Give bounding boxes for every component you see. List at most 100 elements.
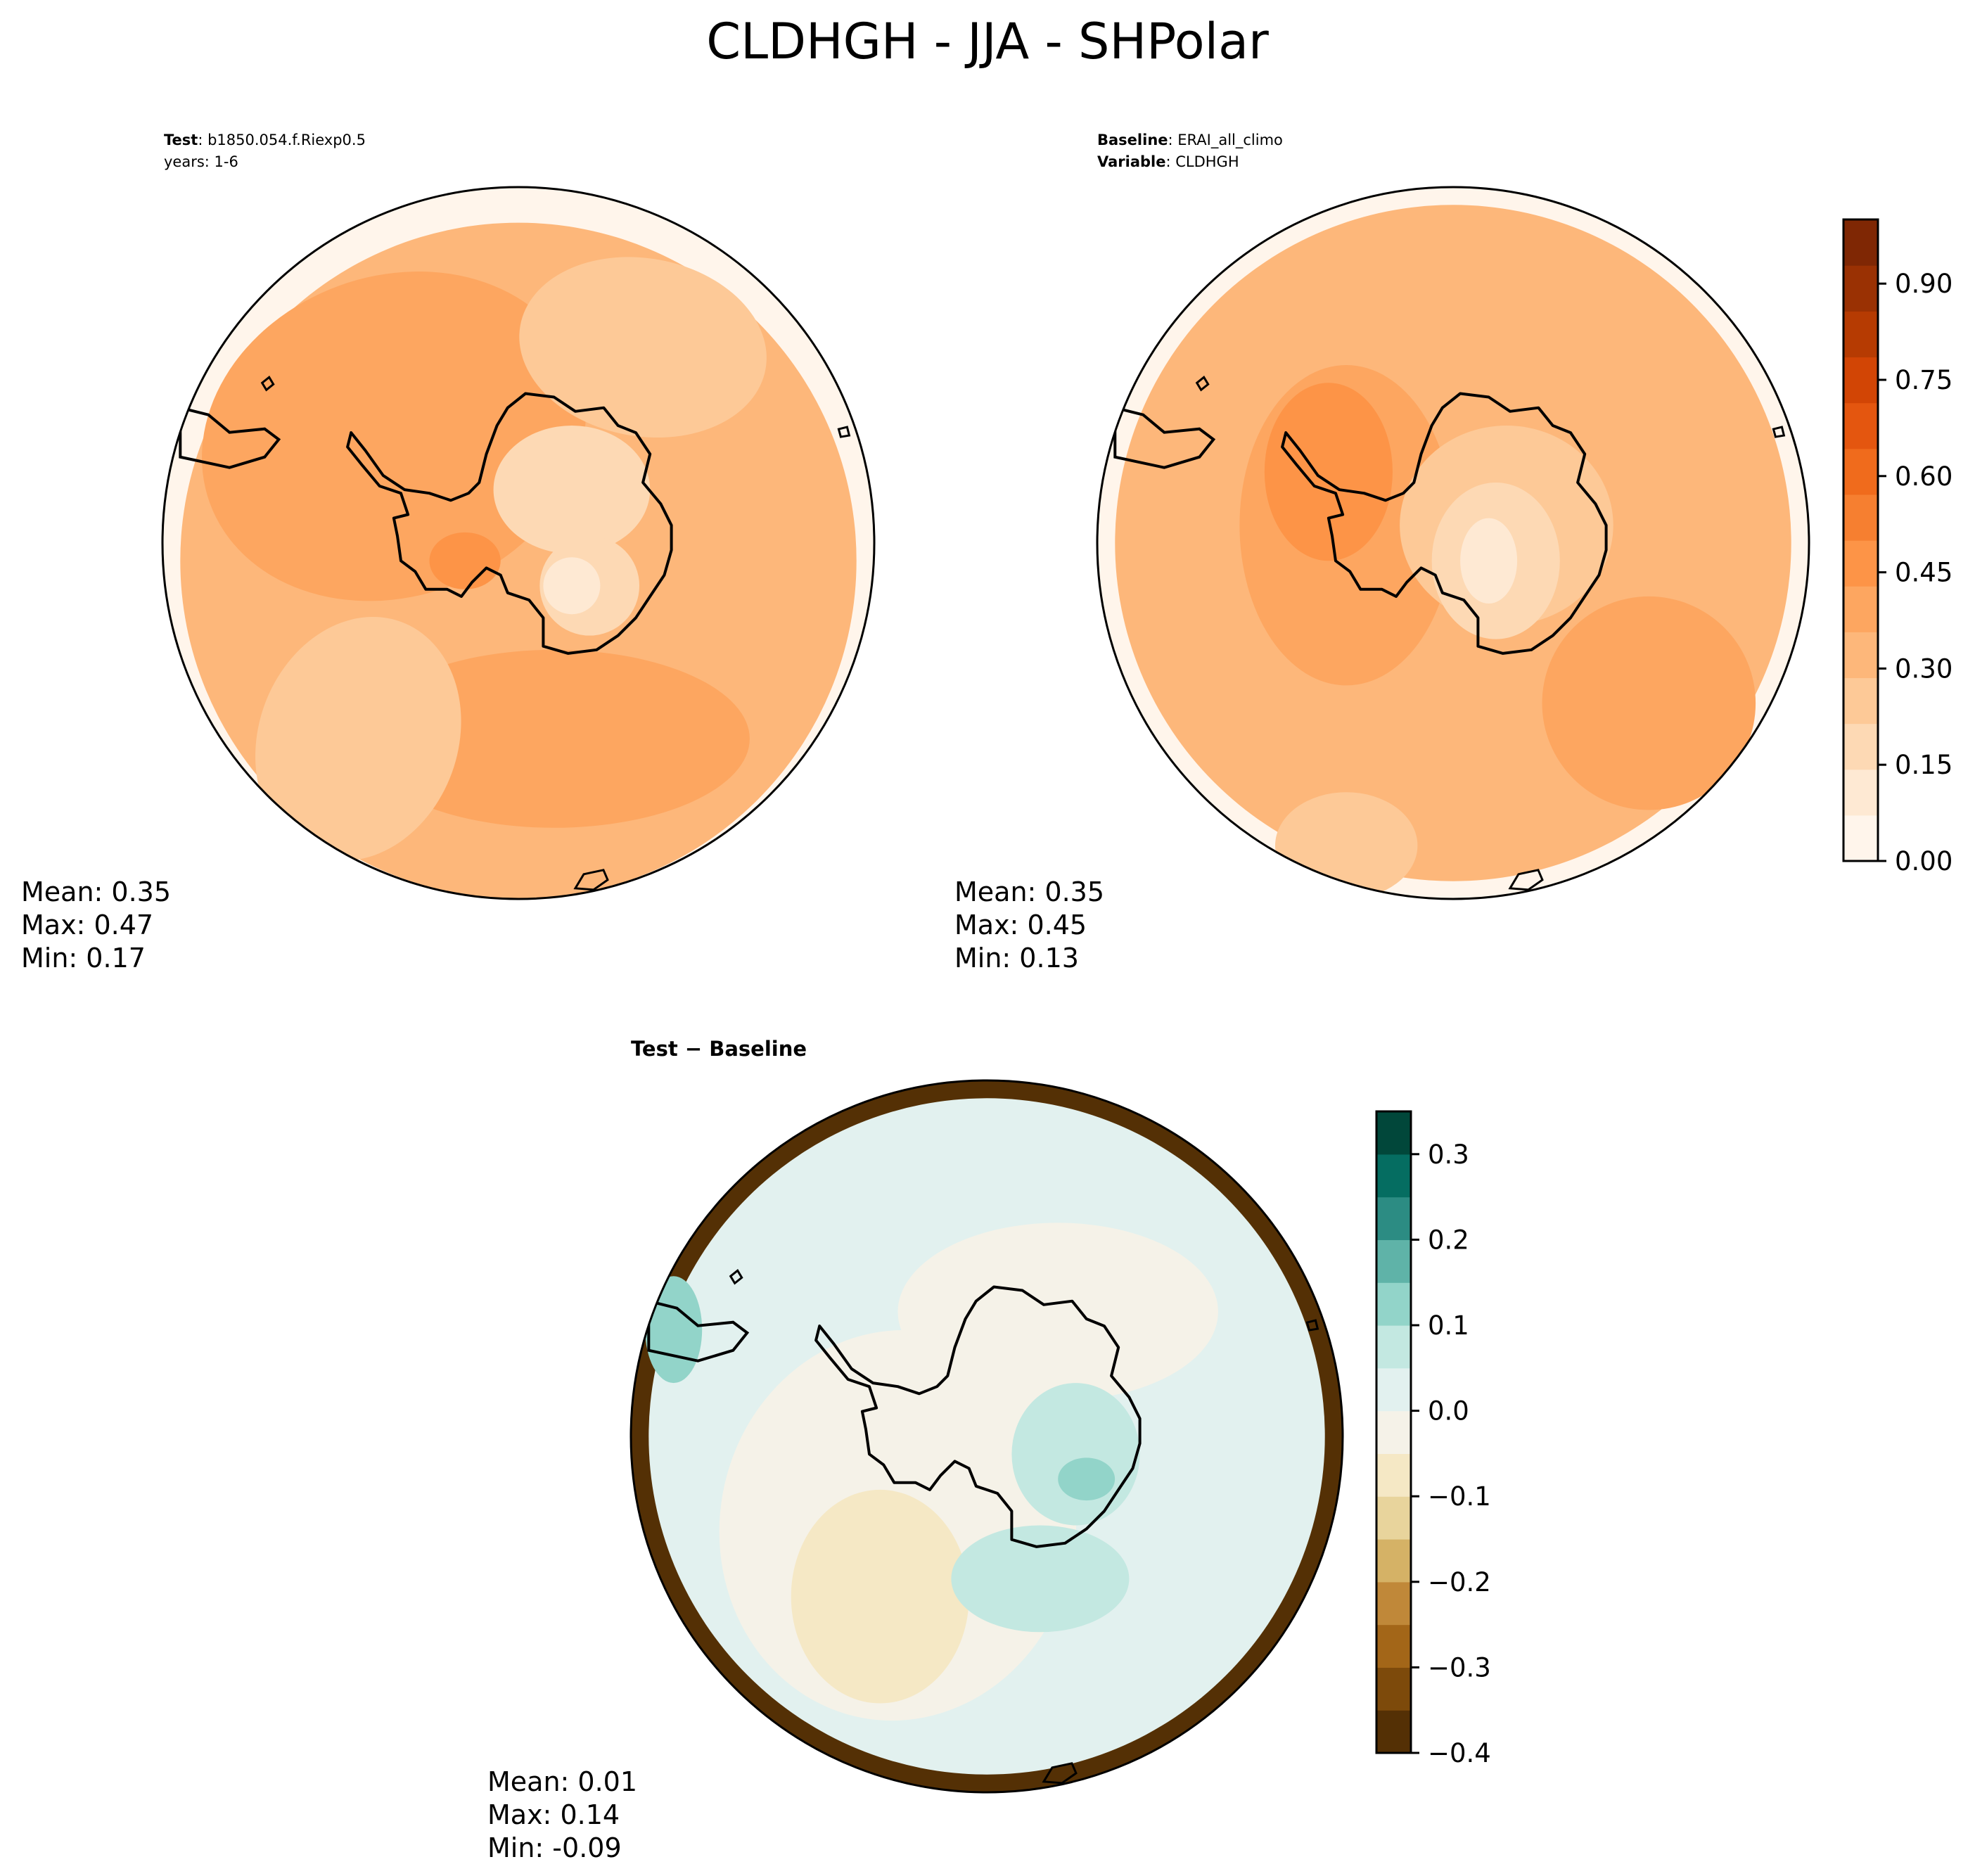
test-stats: Mean: 0.35 Max: 0.47 Min: 0.17 xyxy=(21,876,171,975)
diff-contour-region xyxy=(1058,1457,1116,1501)
test-contour-region xyxy=(519,257,767,438)
colorbar-diff-tick-label: 0.0 xyxy=(1428,1396,1469,1427)
diff-min: Min: -0.09 xyxy=(487,1832,622,1863)
colorbar-main-color-band xyxy=(1843,632,1878,679)
diff-mean: Mean: 0.01 xyxy=(487,1766,638,1797)
test-field xyxy=(162,187,874,899)
baseline-mean: Mean: 0.35 xyxy=(954,876,1105,907)
colorbar-diff-color-band xyxy=(1376,1154,1411,1198)
colorbar-main-frame xyxy=(1842,218,1879,862)
colorbar-diff-color-band xyxy=(1376,1197,1411,1240)
colorbar-diff-tick-label: 0.1 xyxy=(1428,1310,1469,1341)
colorbar-diff-color-band xyxy=(1376,1539,1411,1583)
baseline-contour-region xyxy=(1460,518,1518,604)
diff-coastline-island xyxy=(1042,1762,1078,1785)
colorbar-diff-color-band xyxy=(1376,1111,1411,1155)
test-meta: Test: b1850.054.f.Riexp0.5 years: 1-6 xyxy=(164,129,366,173)
colorbar-main-color-band xyxy=(1843,540,1878,587)
baseline-min: Min: 0.13 xyxy=(954,943,1079,974)
colorbar-diff-color-band xyxy=(1376,1325,1411,1369)
test-coastline-south-america xyxy=(179,406,281,469)
baseline-coastline xyxy=(1281,392,1608,655)
diff-coastline-island xyxy=(1305,1319,1319,1332)
colorbar-main-tick-label: 0.00 xyxy=(1895,846,1952,876)
diff-max: Max: 0.14 xyxy=(487,1799,620,1830)
baseline-boundary xyxy=(1096,186,1810,900)
diff-coastline xyxy=(814,1285,1142,1548)
colorbar-main-color-band xyxy=(1843,402,1878,449)
test-contour-region xyxy=(493,426,651,554)
baseline-label-key: Baseline xyxy=(1097,132,1168,148)
test-max: Max: 0.47 xyxy=(21,910,154,940)
test-years: years: 1-6 xyxy=(164,153,238,170)
colorbar-main-tick-label: 0.75 xyxy=(1895,365,1952,395)
colorbar-main-color-band xyxy=(1843,265,1878,312)
baseline-coastline-island xyxy=(1508,869,1544,891)
colorbar-diff-color-band xyxy=(1376,1410,1411,1454)
baseline-variable-key: Variable xyxy=(1097,153,1166,170)
colorbar-diff-frame xyxy=(1375,1110,1412,1754)
baseline-coastline-south-america xyxy=(1113,406,1216,469)
colorbar-diff-color-band xyxy=(1376,1667,1411,1711)
colorbar-main-color-band xyxy=(1843,723,1878,770)
colorbar-diff-color-band xyxy=(1376,1581,1411,1626)
colorbar-diff-tick-label: −0.2 xyxy=(1428,1567,1491,1597)
baseline-coastline-island xyxy=(1195,376,1210,392)
colorbar-diff-color-band xyxy=(1376,1710,1411,1754)
baseline-max: Max: 0.45 xyxy=(954,910,1087,940)
colorbar-main-color-band xyxy=(1843,769,1878,816)
diff-stats: Mean: 0.01 Max: 0.14 Min: -0.09 xyxy=(487,1766,637,1865)
test-min: Min: 0.17 xyxy=(21,943,146,974)
test-contour-region xyxy=(255,616,461,861)
colorbar-main-color-band xyxy=(1843,494,1878,541)
baseline-coastline-island xyxy=(1772,426,1786,438)
diff-coastline-south-america xyxy=(647,1299,750,1363)
colorbar-main-tick-label: 0.90 xyxy=(1895,269,1952,299)
colorbar-diff-color-band xyxy=(1376,1367,1411,1412)
diff-panel-title: Test − Baseline xyxy=(631,1037,807,1061)
test-coastline-island xyxy=(260,376,275,392)
colorbar-main-color-band xyxy=(1843,219,1878,266)
colorbar-diff-tick-label: −0.4 xyxy=(1428,1738,1491,1768)
colorbar-main-color-band xyxy=(1843,815,1878,862)
colorbar-diff-color-band xyxy=(1376,1624,1411,1668)
diff-contour-region xyxy=(897,1223,1218,1401)
colorbar-diff-color-band xyxy=(1376,1282,1411,1326)
colorbar-main-tick-label: 0.45 xyxy=(1895,558,1952,588)
test-label-key: Test xyxy=(164,132,198,148)
colorbar-diff-tick-label: −0.1 xyxy=(1428,1481,1491,1512)
test-coastline xyxy=(346,392,673,655)
baseline-label-value: : ERAI_all_climo xyxy=(1168,132,1283,148)
colorbar-diff-tick-label: 0.2 xyxy=(1428,1225,1469,1255)
colorbar-main-color-band xyxy=(1843,311,1878,358)
colorbar-main-tick-label: 0.15 xyxy=(1895,750,1952,780)
colorbar-main-color-band xyxy=(1843,357,1878,404)
test-coastline-island xyxy=(573,869,609,891)
colorbar-diff-tick-label: −0.3 xyxy=(1428,1652,1491,1683)
colorbar-diff-color-band xyxy=(1376,1239,1411,1283)
test-boundary xyxy=(161,186,876,900)
test-contour-region xyxy=(202,272,586,601)
colorbar-diff-color-band xyxy=(1376,1496,1411,1540)
test-coastline-island xyxy=(837,426,851,438)
colorbar-main-tick-label: 0.60 xyxy=(1895,461,1952,492)
baseline-stats: Mean: 0.35 Max: 0.45 Min: 0.13 xyxy=(954,876,1104,975)
colorbar-diff-tick-label: 0.3 xyxy=(1428,1140,1469,1170)
diff-field xyxy=(631,1080,1343,1792)
baseline-contour-region xyxy=(1542,596,1756,810)
colorbar-main-tick-label: 0.30 xyxy=(1895,653,1952,684)
diff-coastline-island xyxy=(729,1269,743,1285)
test-mean: Mean: 0.35 xyxy=(21,876,172,907)
test-contour-region xyxy=(429,532,501,589)
baseline-variable-value: : CLDHGH xyxy=(1165,153,1239,170)
colorbar-diff-color-band xyxy=(1376,1453,1411,1497)
baseline-meta: Baseline: ERAI_all_climo Variable: CLDHG… xyxy=(1097,129,1283,173)
diff-boundary xyxy=(629,1079,1344,1794)
figure-title: CLDHGH - JJA - SHPolar xyxy=(706,13,1269,70)
